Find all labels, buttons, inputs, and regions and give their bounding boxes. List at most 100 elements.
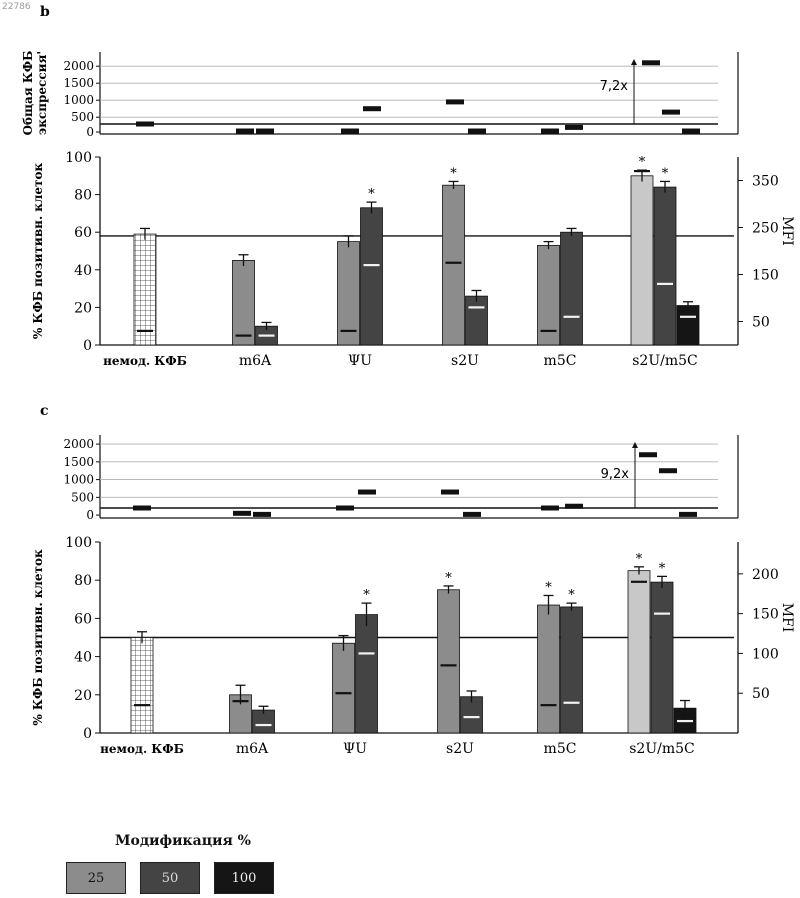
category-label: s2U/m5C: [629, 741, 695, 757]
y-tick-label: 80: [74, 573, 92, 589]
expression-mark: [441, 490, 459, 495]
expression-tick-label: 0: [86, 125, 94, 139]
bar-series-50: [361, 208, 383, 345]
panel-label-c: c: [40, 403, 49, 419]
y-axis-label: % КФБ позитивн. клеток: [31, 163, 45, 340]
expression-mark: [639, 452, 657, 457]
chart-panel-c: 05001000150020009,2x02040608010050100150…: [31, 435, 795, 757]
fold-change-arrowhead: [631, 59, 637, 65]
expression-mark: [682, 129, 700, 134]
category-label: m6A: [236, 741, 269, 757]
expression-tick-label: 1500: [63, 76, 94, 90]
y2-tick-label: 50: [752, 315, 770, 331]
y-tick-label: 80: [74, 188, 92, 204]
category-label: m6A: [239, 353, 272, 369]
expression-mark: [133, 506, 151, 511]
y2-tick-label: 50: [752, 686, 770, 702]
legend-swatch-25: 25: [66, 862, 126, 894]
expression-mark: [541, 129, 559, 134]
bar-unmodified: [134, 234, 156, 345]
bar-series-25: [233, 260, 255, 345]
expression-mark: [446, 99, 464, 104]
expression-mark: [541, 506, 559, 511]
y2-tick-label: 350: [752, 174, 779, 190]
legend-title: Модификация %: [115, 833, 251, 849]
category-label: немод. КФБ: [100, 742, 184, 756]
y2-tick-label: 200: [752, 567, 779, 583]
y-tick-label: 0: [83, 726, 92, 742]
y-tick-label: 0: [83, 338, 92, 354]
category-label: s2U: [446, 741, 474, 757]
significance-star: *: [568, 588, 575, 603]
legend-swatch-100: 100: [214, 862, 274, 894]
expression-mark: [679, 512, 697, 517]
expression-mark: [233, 511, 251, 516]
expression-tick-label: 500: [71, 490, 94, 504]
bar-series-50: [561, 607, 583, 733]
y-tick-label: 40: [74, 263, 92, 279]
significance-star: *: [639, 155, 646, 170]
expression-mark: [363, 106, 381, 111]
bar-series-50: [561, 232, 583, 345]
chart-panel-b: 0500100015002000Общая КФБэкспрессия'7,2x…: [21, 51, 795, 369]
expression-tick-label: 1500: [63, 455, 94, 469]
bar-unmodified: [131, 638, 153, 734]
expression-mark: [341, 129, 359, 134]
legend-swatch-50: 50: [140, 862, 200, 894]
bar-series-50: [654, 187, 676, 345]
bar-series-25: [438, 590, 460, 733]
bar-series-25: [628, 571, 650, 733]
bar-series-25: [443, 185, 465, 345]
expression-mark: [662, 110, 680, 115]
bar-series-25: [333, 643, 355, 733]
y-tick-label: 60: [74, 225, 92, 241]
expression-tick-label: 500: [71, 110, 94, 124]
expression-mark: [468, 129, 486, 134]
significance-star: *: [545, 580, 552, 595]
y2-tick-label: 150: [752, 268, 779, 284]
expression-tick-label: 1000: [63, 93, 94, 107]
fold-change-label: 9,2x: [601, 467, 630, 482]
expression-mark: [463, 512, 481, 517]
expression-tick-label: 0: [86, 508, 94, 522]
expression-mark: [358, 490, 376, 495]
expression-mark: [336, 506, 354, 511]
y-tick-label: 100: [65, 150, 92, 166]
significance-star: *: [445, 571, 452, 586]
bar-series-50: [651, 582, 673, 733]
category-label: ΨU: [348, 353, 372, 369]
significance-star: *: [659, 561, 666, 576]
category-label: ΨU: [343, 741, 367, 757]
fold-change-arrowhead: [632, 442, 638, 448]
bar-series-25: [538, 605, 560, 733]
expression-mark: [253, 512, 271, 517]
expression-tick-label: 2000: [63, 437, 94, 451]
significance-star: *: [368, 187, 375, 202]
expression-tick-label: 1000: [63, 473, 94, 487]
y-tick-label: 100: [65, 535, 92, 551]
y-tick-label: 20: [74, 688, 92, 704]
y2-tick-label: 150: [752, 607, 779, 623]
significance-star: *: [662, 166, 669, 181]
expression-mark: [565, 504, 583, 509]
expression-mark: [236, 129, 254, 134]
y-tick-label: 20: [74, 300, 92, 316]
expression-mark: [642, 60, 660, 65]
expression-tick-label: 2000: [63, 59, 94, 73]
expression-mark: [565, 125, 583, 130]
expression-y-label: Общая КФБэкспрессия': [21, 51, 49, 136]
y-axis-label: % КФБ позитивн. клеток: [31, 549, 45, 726]
category-label: немод. КФБ: [103, 354, 187, 368]
fold-change-label: 7,2x: [600, 79, 629, 94]
y2-axis-label: MFI: [779, 603, 795, 633]
category-label: m5C: [544, 353, 577, 369]
bar-series-25: [631, 176, 653, 345]
bar-series-50: [356, 615, 378, 733]
y-tick-label: 40: [74, 650, 92, 666]
y-tick-label: 60: [74, 611, 92, 627]
category-label: m5C: [544, 741, 577, 757]
expression-mark: [256, 129, 274, 134]
bar-series-100: [677, 306, 699, 345]
significance-star: *: [450, 166, 457, 181]
